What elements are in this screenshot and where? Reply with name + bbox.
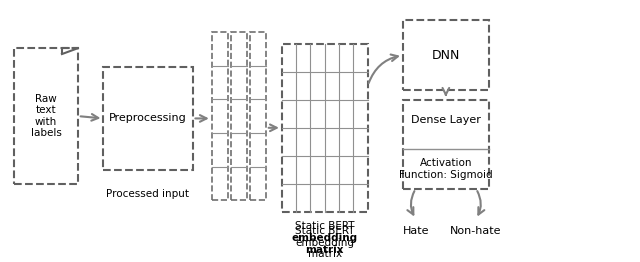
Text: Dense Layer: Dense Layer: [411, 115, 481, 125]
Text: Non-hate: Non-hate: [450, 226, 502, 236]
Text: embedding
matrix: embedding matrix: [292, 233, 358, 255]
Text: DNN: DNN: [431, 49, 460, 62]
Text: Raw
text
with
labels: Raw text with labels: [31, 94, 61, 139]
Text: Preprocessing: Preprocessing: [109, 113, 187, 123]
Text: Static BERT
embedding
matrix: Static BERT embedding matrix: [295, 226, 355, 259]
Text: Static BERT: Static BERT: [295, 221, 355, 231]
Text: Activation
Function: Sigmoid: Activation Function: Sigmoid: [399, 158, 493, 180]
Text: Hate: Hate: [403, 226, 429, 236]
Text: Processed input: Processed input: [106, 189, 189, 199]
